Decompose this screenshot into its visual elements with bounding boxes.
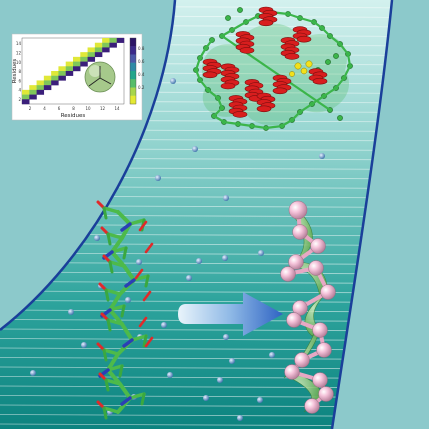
inset-colorbar-tick: 0.8 bbox=[138, 46, 145, 51]
inset-chart: Residues Residues 2 4 6 8 10 12 14 2468101214 … bbox=[11, 33, 145, 121]
protein-cartoon-icon bbox=[193, 6, 353, 131]
sphere-icon bbox=[155, 175, 161, 181]
sphere-icon bbox=[319, 153, 325, 159]
cg-bead bbox=[286, 312, 302, 328]
cg-bead bbox=[310, 238, 326, 254]
sphere-icon bbox=[192, 146, 198, 152]
sphere-icon bbox=[237, 415, 243, 421]
sphere-icon bbox=[223, 334, 229, 340]
cg-bead bbox=[288, 200, 308, 220]
sphere-icon bbox=[203, 395, 209, 401]
inset-ytick: 2 bbox=[18, 97, 21, 102]
sphere-icon bbox=[167, 372, 173, 378]
cg-bead bbox=[318, 386, 334, 402]
sphere-icon bbox=[229, 358, 235, 364]
sphere-icon bbox=[222, 255, 228, 261]
coarse-grained-helix-icon bbox=[280, 200, 336, 414]
cg-bead bbox=[280, 266, 296, 282]
sphere-icon bbox=[257, 397, 263, 403]
inset-sphere-icon bbox=[84, 61, 116, 93]
peptide-sticks-icon bbox=[96, 200, 154, 420]
inset-xtick: 10 bbox=[85, 106, 91, 111]
inset-xlabel: Residues bbox=[61, 113, 86, 119]
inset-ytick: 8 bbox=[18, 69, 21, 74]
cg-bead bbox=[294, 352, 310, 368]
sphere-icon bbox=[196, 258, 202, 264]
cg-bead bbox=[284, 364, 300, 380]
inset-colorbar bbox=[129, 37, 137, 105]
sphere-icon bbox=[81, 342, 87, 348]
cg-bead bbox=[312, 322, 328, 338]
sphere-icon bbox=[161, 322, 167, 328]
sphere-icon bbox=[136, 259, 142, 265]
sphere-icon bbox=[217, 377, 223, 383]
inset-xtick: 6 bbox=[58, 106, 61, 111]
cg-bead bbox=[304, 398, 320, 414]
sphere-icon bbox=[94, 235, 100, 241]
cg-bead bbox=[312, 372, 328, 388]
sphere-icon bbox=[68, 309, 74, 315]
inset-ytick: 14 bbox=[16, 41, 22, 46]
cg-bead bbox=[308, 260, 324, 276]
inset-xtick: 14 bbox=[114, 106, 120, 111]
inset-xtick: 12 bbox=[100, 106, 106, 111]
inset-colorbar-tick: 0.4 bbox=[138, 72, 145, 77]
inset-colorbar-tick: 0.6 bbox=[138, 59, 145, 64]
inset-ytick: 4 bbox=[18, 88, 21, 93]
inset-xtick: 4 bbox=[43, 106, 46, 111]
sphere-icon bbox=[30, 370, 36, 376]
inset-xtick: 2 bbox=[29, 106, 32, 111]
inset-colorbar-tick: 0.2 bbox=[138, 85, 145, 90]
sphere-icon bbox=[258, 250, 264, 256]
sphere-icon bbox=[269, 352, 275, 358]
inset-xtick: 8 bbox=[72, 106, 75, 111]
inset-ytick: 10 bbox=[16, 60, 22, 65]
cg-bead bbox=[288, 254, 304, 270]
transform-arrow-icon bbox=[178, 292, 283, 336]
sphere-icon bbox=[125, 297, 131, 303]
cg-bead bbox=[320, 284, 336, 300]
cg-bead bbox=[292, 224, 308, 240]
sphere-icon bbox=[223, 195, 229, 201]
sphere-icon bbox=[170, 78, 176, 84]
inset-ylabel: Residues bbox=[12, 59, 18, 84]
inset-ytick: 12 bbox=[16, 51, 22, 56]
cg-bead bbox=[316, 342, 332, 358]
inset-ytick: 6 bbox=[18, 78, 21, 83]
sphere-icon bbox=[186, 275, 192, 281]
